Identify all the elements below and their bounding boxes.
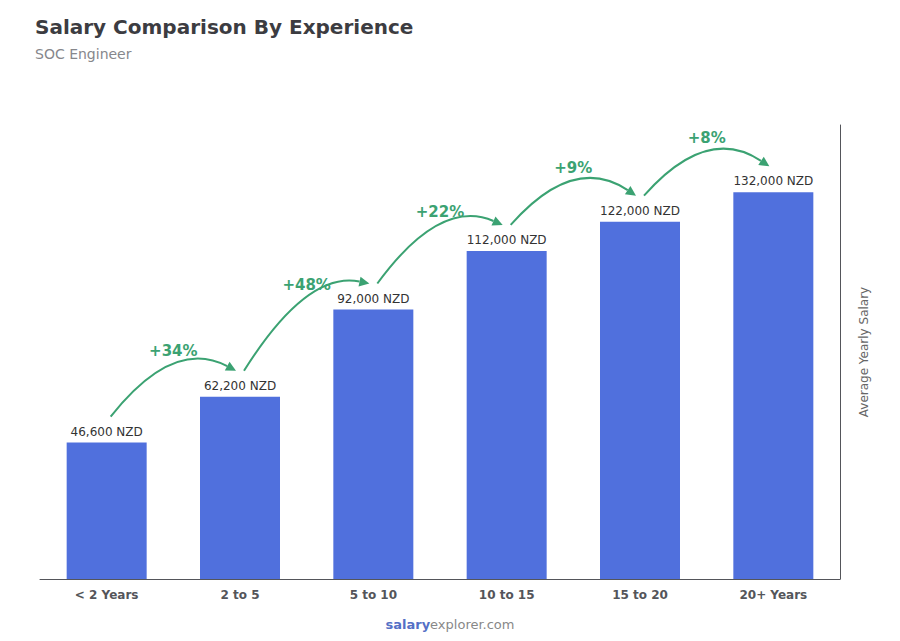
svg-text:62,200 NZD: 62,200 NZD: [204, 379, 276, 393]
svg-text:SOC Engineer: SOC Engineer: [35, 46, 132, 62]
svg-text:20+ Years: 20+ Years: [739, 588, 807, 602]
svg-text:10 to 15: 10 to 15: [479, 588, 535, 602]
svg-text:5 to 10: 5 to 10: [350, 588, 397, 602]
svg-text:15 to 20: 15 to 20: [612, 588, 668, 602]
svg-text:132,000 NZD: 132,000 NZD: [733, 174, 813, 188]
svg-text:salary: salary: [385, 617, 430, 632]
svg-text:+34%: +34%: [149, 342, 197, 360]
svg-text:+8%: +8%: [688, 129, 726, 147]
svg-text:< 2 Years: < 2 Years: [75, 588, 139, 602]
svg-text:122,000 NZD: 122,000 NZD: [600, 204, 680, 218]
svg-text:92,000 NZD: 92,000 NZD: [337, 292, 409, 306]
svg-text:+22%: +22%: [416, 203, 464, 221]
svg-text:explorer.com: explorer.com: [430, 617, 514, 632]
svg-text:2 to 5: 2 to 5: [220, 588, 259, 602]
svg-text:46,600 NZD: 46,600 NZD: [71, 425, 143, 439]
svg-text:112,000 NZD: 112,000 NZD: [467, 233, 547, 247]
svg-text:Salary Comparison By Experienc: Salary Comparison By Experience: [35, 15, 413, 39]
svg-text:+9%: +9%: [554, 159, 592, 177]
svg-text:+48%: +48%: [282, 276, 330, 294]
svg-text:Average Yearly Salary: Average Yearly Salary: [857, 287, 871, 417]
